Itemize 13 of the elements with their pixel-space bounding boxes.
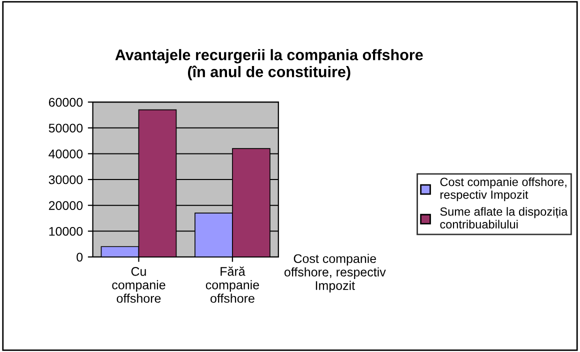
y-tick-label: 0 [76, 252, 83, 262]
y-tick-label: 10000 [49, 226, 83, 236]
y-tick-label: 20000 [48, 201, 83, 210]
text: Cost companie offshore, respectiv Impozit [284, 254, 386, 292]
legend-label: Sume aflate la dispoziția contribuabilului [440, 207, 568, 229]
chart-title: Avantajele recurgerii la compania offshore (în anul de constituire) [115, 49, 423, 80]
y-tick-label: 40000 [48, 150, 83, 158]
x-tick-label: Cu companie offshore [112, 267, 166, 303]
y-tick-label: 30000 [48, 175, 83, 184]
legend-label: Cost companie offshore, respectiv Impozit [440, 177, 566, 202]
x-tick-label: Fără companie offshore [206, 266, 260, 303]
y-tick-label: 50000 [48, 124, 83, 133]
y-tick-label: 60000 [48, 98, 83, 107]
